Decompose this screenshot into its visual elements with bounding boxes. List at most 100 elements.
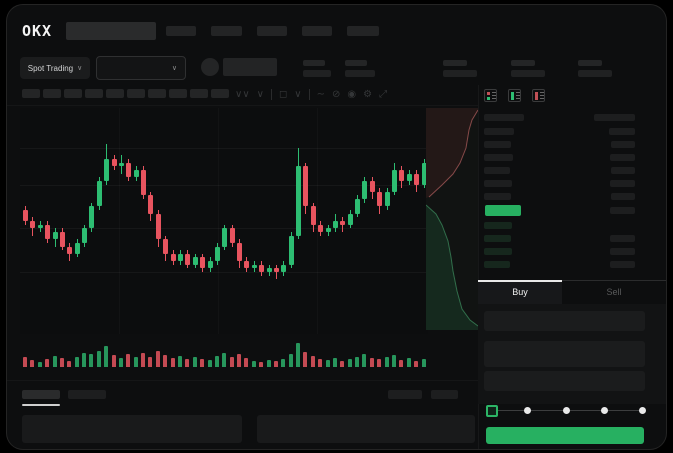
tab-buy[interactable]: Buy bbox=[478, 280, 562, 304]
nav-item[interactable] bbox=[257, 26, 287, 36]
bid-price-placeholder[interactable] bbox=[484, 261, 510, 268]
ticker-stat bbox=[510, 60, 545, 77]
depth-chart[interactable] bbox=[425, 108, 479, 330]
bottom-tab[interactable] bbox=[22, 390, 60, 399]
ask-amount-placeholder bbox=[610, 180, 635, 187]
gridline bbox=[20, 272, 428, 273]
volume-bar bbox=[148, 357, 153, 367]
volume-bar bbox=[185, 359, 190, 367]
orderbook-col-header-amount bbox=[594, 114, 635, 121]
nav-item[interactable] bbox=[211, 26, 242, 36]
chevron-down-icon[interactable]: ∨ bbox=[294, 88, 302, 100]
settings-icon[interactable]: ⚙ bbox=[363, 88, 373, 100]
order-tabbar: Buy Sell bbox=[478, 280, 666, 304]
market-mode-selector[interactable]: Spot Trading ∨ bbox=[20, 57, 90, 79]
volume-bar bbox=[37, 362, 42, 367]
bottom-link[interactable] bbox=[388, 390, 422, 399]
ask-price-placeholder[interactable] bbox=[484, 141, 511, 148]
bid-price-placeholder[interactable] bbox=[484, 222, 512, 229]
ask-amount-placeholder bbox=[611, 193, 635, 200]
volume-bar bbox=[155, 351, 160, 367]
book-both-icon[interactable] bbox=[484, 89, 497, 102]
bottom-panel[interactable] bbox=[22, 415, 242, 443]
tab-sell[interactable]: Sell bbox=[606, 287, 622, 297]
timeframe-button[interactable] bbox=[148, 89, 166, 98]
bottom-tab[interactable] bbox=[68, 390, 106, 399]
ask-amount-placeholder bbox=[611, 141, 635, 148]
volume-bar bbox=[170, 358, 175, 367]
timeframe-button[interactable] bbox=[127, 89, 145, 98]
pair-name-placeholder bbox=[223, 58, 277, 76]
volume-bar bbox=[421, 359, 426, 367]
last-price-badge[interactable] bbox=[485, 205, 521, 216]
volume-bar bbox=[118, 358, 123, 367]
volume-bar bbox=[89, 354, 94, 367]
volume-bar bbox=[229, 357, 234, 367]
total-input[interactable] bbox=[484, 371, 645, 391]
chevron-down-icon: ∨ bbox=[171, 64, 177, 72]
ticker-stats-left bbox=[303, 60, 375, 77]
amount-input[interactable] bbox=[484, 341, 645, 367]
ask-price-placeholder[interactable] bbox=[484, 167, 510, 174]
book-bids-icon[interactable] bbox=[508, 89, 521, 102]
nav-item[interactable] bbox=[347, 26, 379, 36]
nav-item[interactable] bbox=[166, 26, 196, 36]
book-asks-icon[interactable] bbox=[532, 89, 545, 102]
divider bbox=[308, 88, 310, 100]
slider-stop-100[interactable] bbox=[639, 407, 646, 414]
volume-bar bbox=[296, 343, 301, 367]
ask-price-placeholder[interactable] bbox=[484, 180, 512, 187]
candle-style-icon[interactable]: ∨∨ bbox=[235, 88, 250, 100]
overlay-icon[interactable]: ◻ bbox=[278, 88, 288, 100]
ask-price-placeholder[interactable] bbox=[484, 154, 513, 161]
volume-bar bbox=[399, 360, 404, 367]
timeframe-button[interactable] bbox=[22, 89, 40, 98]
timeframe-button[interactable] bbox=[64, 89, 82, 98]
bid-price-placeholder[interactable] bbox=[484, 248, 512, 255]
search-input[interactable] bbox=[66, 22, 156, 40]
amount-slider[interactable] bbox=[486, 404, 646, 418]
ask-amount-placeholder bbox=[611, 167, 635, 174]
stat-value-placeholder bbox=[303, 70, 331, 77]
bottom-link[interactable] bbox=[431, 390, 458, 399]
timeframe-button[interactable] bbox=[211, 89, 229, 98]
ticker-stat bbox=[303, 60, 331, 77]
bid-amount-placeholder bbox=[610, 261, 635, 268]
timeframe-button[interactable] bbox=[169, 89, 187, 98]
bottom-tabs-left bbox=[22, 390, 106, 399]
candlestick-chart[interactable] bbox=[20, 108, 428, 334]
chevron-down-icon[interactable]: ∨ bbox=[256, 88, 264, 100]
bid-price-placeholder[interactable] bbox=[484, 235, 511, 242]
volume-bar bbox=[111, 355, 116, 367]
ticker-stats-right bbox=[443, 60, 612, 77]
volume-bar bbox=[355, 357, 360, 367]
orderbook-view-toggles bbox=[484, 89, 545, 102]
indicators-icon[interactable]: ∼ bbox=[316, 88, 325, 100]
volume-bar bbox=[273, 361, 278, 367]
pair-dropdown[interactable]: ∨ bbox=[96, 56, 186, 80]
volume-bar bbox=[214, 356, 219, 367]
drawing-tools-icon[interactable]: ⊘ bbox=[332, 88, 341, 100]
gridline bbox=[20, 148, 428, 149]
volume-bar bbox=[222, 353, 227, 367]
camera-icon[interactable]: ◉ bbox=[347, 88, 357, 100]
nav-item[interactable] bbox=[302, 26, 332, 36]
slider-stop-50[interactable] bbox=[562, 407, 570, 414]
slider-stop-0[interactable] bbox=[486, 405, 498, 417]
volume-bar bbox=[347, 359, 352, 367]
volume-bar bbox=[377, 359, 382, 367]
fullscreen-icon[interactable]: ⤢ bbox=[379, 88, 388, 100]
divider bbox=[7, 380, 478, 381]
slider-stop-75[interactable] bbox=[600, 407, 608, 414]
timeframe-button[interactable] bbox=[43, 89, 61, 98]
ask-price-placeholder[interactable] bbox=[484, 128, 514, 135]
timeframe-button[interactable] bbox=[106, 89, 124, 98]
timeframe-button[interactable] bbox=[85, 89, 103, 98]
bottom-panel[interactable] bbox=[257, 415, 475, 443]
price-input[interactable] bbox=[484, 311, 645, 331]
ask-price-placeholder[interactable] bbox=[484, 193, 511, 200]
slider-stop-25[interactable] bbox=[524, 407, 532, 414]
buy-submit-button[interactable] bbox=[486, 427, 644, 444]
timeframe-button[interactable] bbox=[190, 89, 208, 98]
okx-logo: OKX bbox=[22, 22, 53, 40]
